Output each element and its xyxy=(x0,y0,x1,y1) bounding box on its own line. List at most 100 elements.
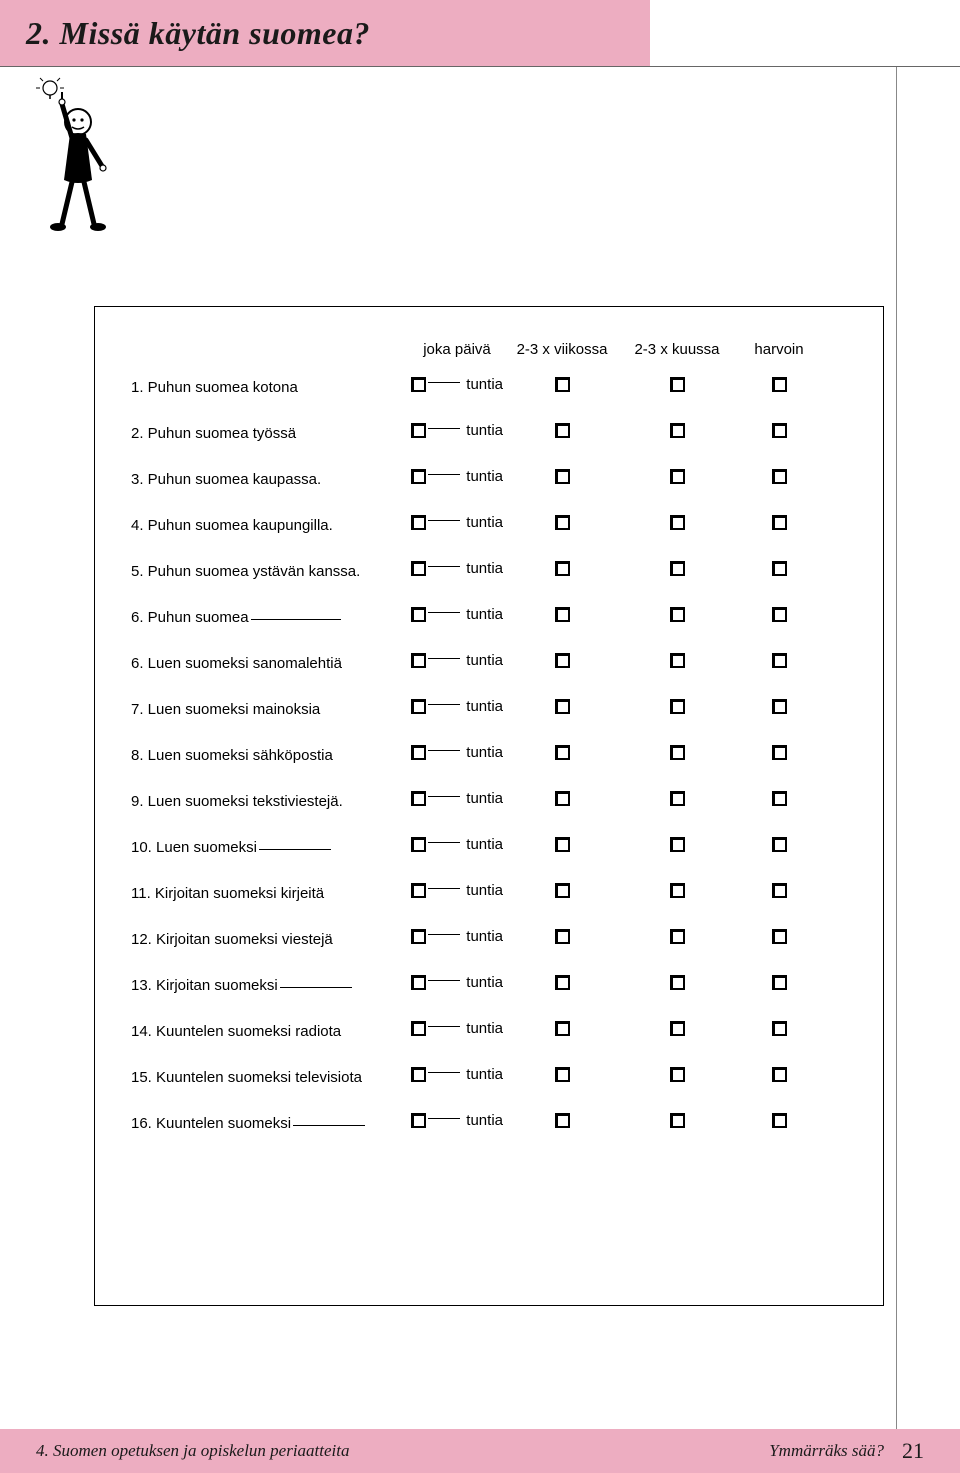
table-row: 10. Luen suomeksituntia xyxy=(131,836,847,860)
checkbox[interactable] xyxy=(411,975,426,990)
checkbox[interactable] xyxy=(670,515,685,530)
checkbox-cell xyxy=(503,423,621,438)
hours-unit: tuntia xyxy=(466,422,503,439)
checkbox[interactable] xyxy=(670,1113,685,1128)
checkbox[interactable] xyxy=(411,1067,426,1082)
checkbox[interactable] xyxy=(411,469,426,484)
hours-blank[interactable] xyxy=(428,1026,460,1027)
checkbox[interactable] xyxy=(555,469,570,484)
checkbox[interactable] xyxy=(772,929,787,944)
hours-blank[interactable] xyxy=(428,796,460,797)
checkbox[interactable] xyxy=(555,653,570,668)
checkbox[interactable] xyxy=(555,377,570,392)
checkbox[interactable] xyxy=(772,837,787,852)
checkbox[interactable] xyxy=(772,883,787,898)
checkbox[interactable] xyxy=(411,561,426,576)
checkbox[interactable] xyxy=(411,423,426,438)
checkbox[interactable] xyxy=(670,1067,685,1082)
checkbox[interactable] xyxy=(555,1021,570,1036)
fill-in-blank[interactable] xyxy=(251,619,341,620)
hours-blank[interactable] xyxy=(428,704,460,705)
checkbox[interactable] xyxy=(670,561,685,576)
checkbox[interactable] xyxy=(670,745,685,760)
checkbox[interactable] xyxy=(555,1113,570,1128)
checkbox[interactable] xyxy=(772,975,787,990)
checkbox[interactable] xyxy=(772,745,787,760)
hours-blank[interactable] xyxy=(428,520,460,521)
checkbox-cell xyxy=(733,791,825,806)
table-row: 2. Puhun suomea työssätuntia xyxy=(131,422,847,446)
checkbox[interactable] xyxy=(670,791,685,806)
checkbox[interactable] xyxy=(670,883,685,898)
checkbox[interactable] xyxy=(555,929,570,944)
hours-blank[interactable] xyxy=(428,612,460,613)
hours-blank[interactable] xyxy=(428,980,460,981)
checkbox[interactable] xyxy=(772,1113,787,1128)
checkbox[interactable] xyxy=(772,607,787,622)
checkbox[interactable] xyxy=(411,837,426,852)
checkbox[interactable] xyxy=(555,975,570,990)
hours-blank[interactable] xyxy=(428,842,460,843)
checkbox[interactable] xyxy=(670,929,685,944)
checkbox[interactable] xyxy=(411,515,426,530)
checkbox[interactable] xyxy=(411,791,426,806)
hours-blank[interactable] xyxy=(428,428,460,429)
hours-blank[interactable] xyxy=(428,1118,460,1119)
hours-unit: tuntia xyxy=(466,698,503,715)
checkbox[interactable] xyxy=(772,1021,787,1036)
checkbox[interactable] xyxy=(411,745,426,760)
checkbox[interactable] xyxy=(670,975,685,990)
checkbox[interactable] xyxy=(670,1021,685,1036)
hours-cell: tuntia xyxy=(411,1066,503,1083)
checkbox[interactable] xyxy=(411,607,426,622)
checkbox[interactable] xyxy=(772,699,787,714)
checkbox[interactable] xyxy=(772,653,787,668)
hours-blank[interactable] xyxy=(428,566,460,567)
checkbox[interactable] xyxy=(411,653,426,668)
hours-blank[interactable] xyxy=(428,658,460,659)
checkbox[interactable] xyxy=(411,377,426,392)
checkbox[interactable] xyxy=(772,377,787,392)
checkbox[interactable] xyxy=(670,607,685,622)
checkbox[interactable] xyxy=(670,699,685,714)
hours-blank[interactable] xyxy=(428,750,460,751)
checkbox[interactable] xyxy=(772,1067,787,1082)
checkbox[interactable] xyxy=(411,929,426,944)
checkbox[interactable] xyxy=(555,561,570,576)
checkbox[interactable] xyxy=(555,745,570,760)
checkbox[interactable] xyxy=(411,699,426,714)
hours-blank[interactable] xyxy=(428,382,460,383)
hours-blank[interactable] xyxy=(428,934,460,935)
checkbox[interactable] xyxy=(411,1021,426,1036)
checkbox[interactable] xyxy=(670,653,685,668)
checkbox[interactable] xyxy=(555,515,570,530)
checkbox[interactable] xyxy=(772,791,787,806)
checkbox[interactable] xyxy=(670,837,685,852)
hours-blank[interactable] xyxy=(428,474,460,475)
checkbox[interactable] xyxy=(411,883,426,898)
hours-blank[interactable] xyxy=(428,888,460,889)
checkbox-cell xyxy=(621,561,733,576)
checkbox[interactable] xyxy=(555,1067,570,1082)
hours-blank[interactable] xyxy=(428,1072,460,1073)
checkbox-cell xyxy=(733,1021,825,1036)
checkbox[interactable] xyxy=(555,699,570,714)
checkbox[interactable] xyxy=(772,423,787,438)
checkbox[interactable] xyxy=(555,607,570,622)
checkbox[interactable] xyxy=(555,837,570,852)
checkbox[interactable] xyxy=(670,423,685,438)
checkbox[interactable] xyxy=(555,791,570,806)
checkbox[interactable] xyxy=(670,377,685,392)
checkbox[interactable] xyxy=(411,1113,426,1128)
checkbox[interactable] xyxy=(555,883,570,898)
checkbox[interactable] xyxy=(772,561,787,576)
checkbox[interactable] xyxy=(772,515,787,530)
table-row: 13. Kirjoitan suomeksituntia xyxy=(131,974,847,998)
fill-in-blank[interactable] xyxy=(280,987,352,988)
checkbox[interactable] xyxy=(670,469,685,484)
checkbox[interactable] xyxy=(555,423,570,438)
fill-in-blank[interactable] xyxy=(259,849,331,850)
fill-in-blank[interactable] xyxy=(293,1125,365,1126)
checkbox[interactable] xyxy=(772,469,787,484)
checkbox-cell xyxy=(621,1113,733,1128)
